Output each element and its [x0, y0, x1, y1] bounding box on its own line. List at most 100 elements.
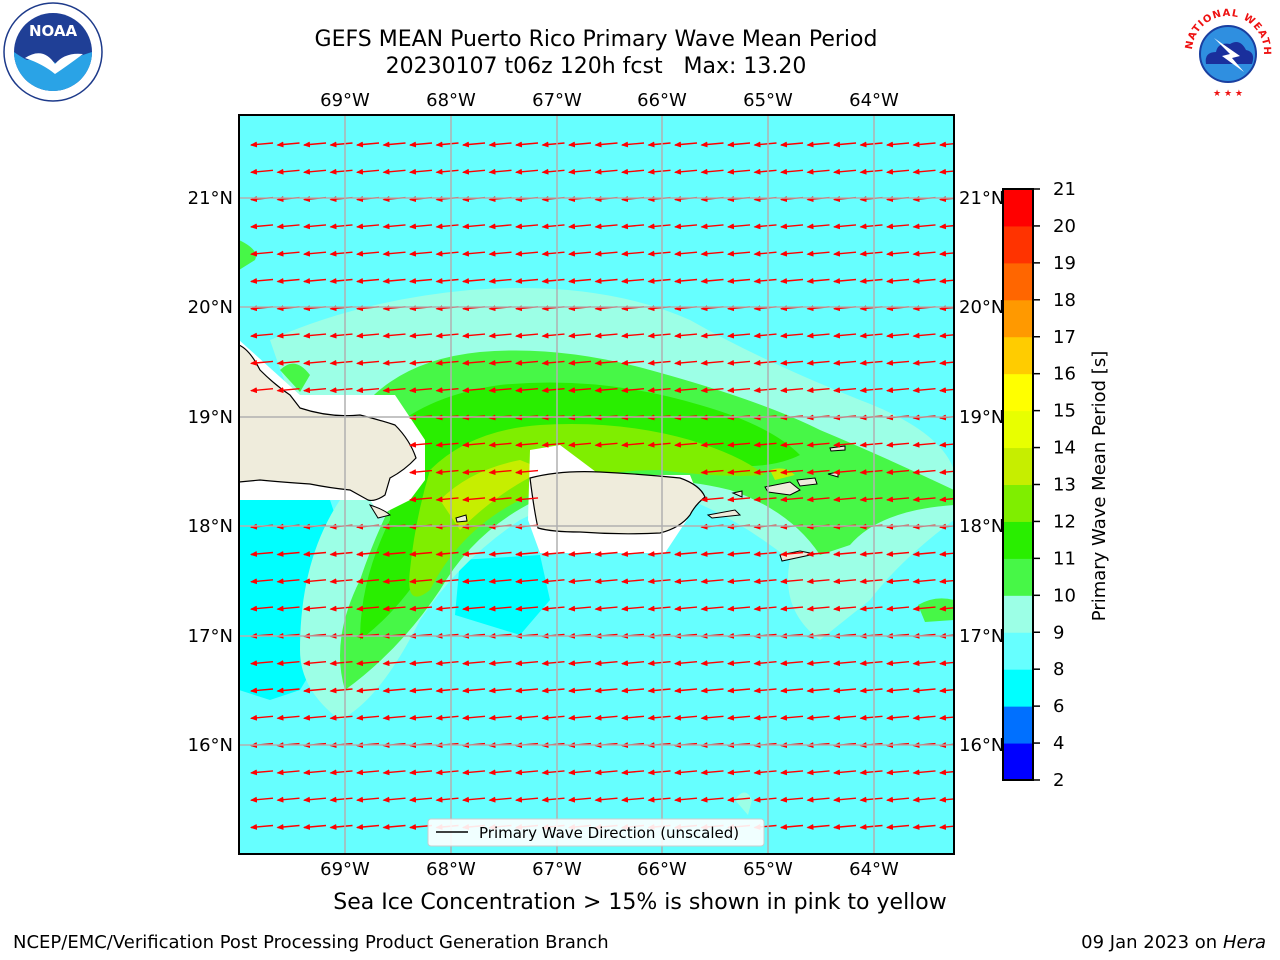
wave-direction-arrow: [409, 769, 433, 776]
wave-direction-arrow: [859, 687, 883, 694]
period-field-10-11-nw: [239, 240, 256, 270]
wave-direction-arrow: [435, 332, 459, 339]
wave-direction-arrow: [356, 687, 380, 694]
wave-direction-arrow: [859, 359, 883, 366]
wave-direction-arrow: [753, 141, 777, 148]
wave-direction-arrow: [541, 550, 565, 557]
lon-label: 66°W: [637, 859, 687, 880]
wave-direction-arrow: [674, 714, 698, 721]
wave-direction-arrow: [462, 578, 486, 585]
wave-direction-arrow: [329, 660, 353, 667]
wave-direction-arrow: [250, 277, 274, 284]
lon-label: 69°W: [320, 90, 370, 111]
wave-direction-arrow: [859, 578, 883, 585]
wave-direction-arrow: [515, 714, 539, 721]
wave-direction-arrow: [806, 496, 830, 503]
wave-direction-arrow: [329, 605, 353, 612]
wave-direction-arrow: [568, 441, 592, 448]
wave-direction-arrow: [753, 550, 777, 557]
wave-direction-arrow: [939, 550, 954, 557]
wave-direction-arrow: [541, 605, 565, 612]
wave-direction-arrow: [250, 605, 274, 612]
wave-direction-arrow: [753, 769, 777, 776]
colorbar-tick-label: 6: [1053, 696, 1064, 717]
wave-direction-arrow: [435, 141, 459, 148]
wave-direction-arrow: [806, 687, 830, 694]
wave-direction-arrow: [806, 141, 830, 148]
wave-direction-arrow: [356, 223, 380, 230]
wave-direction-arrow: [488, 714, 512, 721]
wave-direction-arrow: [727, 277, 751, 284]
wave-direction-arrow: [435, 660, 459, 667]
wave-direction-arrow: [303, 223, 327, 230]
wave-direction-arrow: [886, 496, 910, 503]
land-mona-island: [455, 514, 468, 523]
wave-direction-arrow: [329, 769, 353, 776]
wave-direction-arrow: [541, 578, 565, 585]
wave-direction-arrow: [356, 769, 380, 776]
wave-direction-arrow: [753, 578, 777, 585]
wave-direction-arrow: [488, 769, 512, 776]
wave-direction-arrow: [674, 660, 698, 667]
wave-direction-arrow: [674, 277, 698, 284]
wave-direction-arrow: [462, 714, 486, 721]
wave-direction-arrow: [568, 223, 592, 230]
wave-direction-arrow: [727, 605, 751, 612]
wave-direction-arrow: [674, 250, 698, 257]
wave-direction-arrow: [859, 168, 883, 175]
noaa-logo-icon: NOAA: [3, 2, 103, 102]
land-saona-island: [368, 504, 391, 519]
land-culebra: [731, 490, 743, 498]
lat-label: 21°N: [959, 188, 1004, 209]
wave-direction-arrow: [700, 141, 724, 148]
colorbar-tick-label: 2: [1053, 770, 1064, 791]
wave-direction-arrow: [382, 714, 406, 721]
wave-direction-arrow: [621, 223, 645, 230]
wave-direction-arrow: [409, 550, 433, 557]
wave-direction-arrow: [939, 578, 954, 585]
wave-direction-arrow: [462, 250, 486, 257]
lon-label: 64°W: [849, 90, 899, 111]
wave-direction-arrow: [594, 332, 618, 339]
wave-direction-arrow: [939, 660, 954, 667]
wave-direction-arrow: [568, 714, 592, 721]
wave-direction-arrow: [541, 714, 565, 721]
wave-direction-arrow: [515, 387, 539, 394]
wave-direction-arrow: [276, 332, 300, 339]
colorbar-tick-label: 20: [1053, 216, 1076, 237]
wave-direction-arrow: [700, 223, 724, 230]
wave-direction-arrow: [753, 714, 777, 721]
wave-direction-arrow: [435, 469, 459, 476]
wave-direction-arrow: [886, 605, 910, 612]
wave-direction-arrow: [833, 660, 857, 667]
wave-direction-arrow: [303, 823, 327, 830]
colorbar-swatch: [1003, 447, 1033, 485]
lon-label: 69°W: [320, 859, 370, 880]
lon-label: 65°W: [743, 859, 793, 880]
wave-direction-arrow: [939, 469, 954, 476]
wave-direction-arrow: [250, 550, 274, 557]
wave-direction-arrow: [382, 332, 406, 339]
wave-direction-arrow: [382, 823, 406, 830]
wave-direction-arrow: [515, 687, 539, 694]
wave-direction-arrow: [700, 387, 724, 394]
wave-direction-arrow: [700, 168, 724, 175]
wave-direction-arrow: [912, 469, 936, 476]
wave-direction-arrow: [409, 387, 433, 394]
wave-direction-arrow: [435, 277, 459, 284]
wave-direction-arrow: [780, 168, 804, 175]
wave-direction-arrow: [621, 769, 645, 776]
wave-direction-arrow: [700, 796, 724, 803]
wave-direction-arrow: [329, 578, 353, 585]
wave-direction-arrow: [488, 441, 512, 448]
lon-label: 64°W: [849, 859, 899, 880]
wave-direction-arrow: [859, 441, 883, 448]
wave-direction-arrow: [833, 769, 857, 776]
colorbar-swatch: [1003, 336, 1033, 375]
wave-direction-arrow: [912, 332, 936, 339]
wave-direction-arrow: [568, 769, 592, 776]
wave-direction-arrow: [382, 578, 406, 585]
wave-direction-arrow: [250, 714, 274, 721]
wave-direction-arrow: [462, 769, 486, 776]
wave-direction-arrow: [647, 578, 671, 585]
